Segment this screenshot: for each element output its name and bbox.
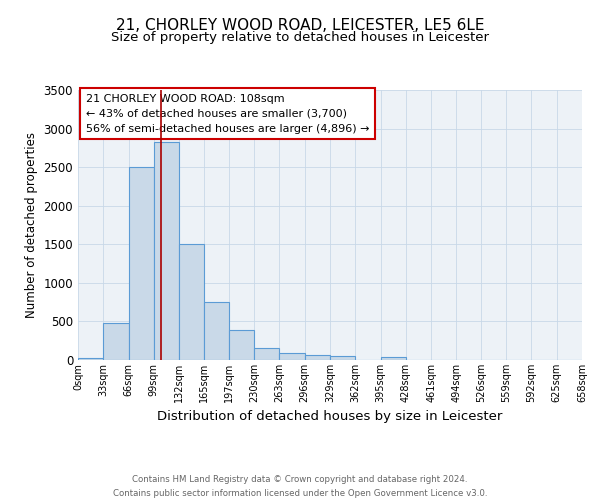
Bar (305, 354, 330, 360)
Bar (380, 357, 406, 360)
X-axis label: Distribution of detached houses by size in Leicester: Distribution of detached houses by size … (157, 410, 503, 424)
Bar (229, 330, 254, 360)
Text: 21 CHORLEY WOOD ROAD: 108sqm
← 43% of detached houses are smaller (3,700)
56% of: 21 CHORLEY WOOD ROAD: 108sqm ← 43% of de… (86, 94, 369, 134)
Text: Contains HM Land Registry data © Crown copyright and database right 2024.
Contai: Contains HM Land Registry data © Crown c… (113, 476, 487, 498)
Bar (128, 167, 154, 360)
Text: Size of property relative to detached houses in Leicester: Size of property relative to detached ho… (111, 31, 489, 44)
Bar (280, 353, 305, 360)
Bar (103, 323, 128, 360)
Y-axis label: Number of detached properties: Number of detached properties (25, 132, 38, 318)
Bar (330, 356, 355, 360)
Bar (154, 142, 179, 360)
Text: 21, CHORLEY WOOD ROAD, LEICESTER, LE5 6LE: 21, CHORLEY WOOD ROAD, LEICESTER, LE5 6L… (116, 18, 484, 32)
Bar (205, 302, 229, 360)
Bar (179, 244, 205, 360)
Bar (254, 348, 280, 360)
Bar (78, 358, 103, 360)
